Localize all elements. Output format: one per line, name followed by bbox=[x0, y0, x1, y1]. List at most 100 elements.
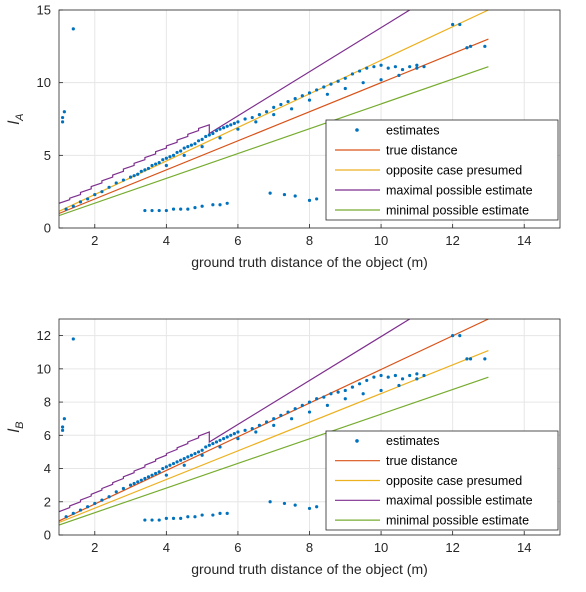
x-tick-label: 10 bbox=[374, 540, 388, 555]
legend-marker-estimates bbox=[355, 439, 359, 443]
data-point bbox=[211, 203, 215, 207]
data-point bbox=[400, 67, 405, 72]
data-point bbox=[286, 99, 290, 104]
data-point bbox=[272, 113, 276, 117]
data-point bbox=[257, 423, 261, 427]
data-point bbox=[468, 357, 473, 361]
data-point bbox=[143, 208, 147, 213]
data-point bbox=[171, 153, 176, 157]
data-point bbox=[483, 357, 487, 361]
data-point bbox=[379, 63, 383, 67]
data-point bbox=[146, 475, 151, 479]
data-point bbox=[62, 417, 66, 421]
data-point bbox=[196, 139, 201, 143]
data-point bbox=[386, 375, 390, 379]
data-point bbox=[322, 395, 326, 399]
data-point bbox=[400, 377, 405, 381]
data-point bbox=[325, 403, 329, 407]
legend-label: estimates bbox=[386, 123, 440, 137]
x-tick-label: 6 bbox=[234, 233, 241, 248]
data-point bbox=[225, 124, 229, 128]
data-point bbox=[286, 410, 290, 414]
series-line-minimal-possible-estimate bbox=[59, 66, 489, 217]
data-point bbox=[150, 208, 154, 213]
plot-area bbox=[59, 319, 489, 526]
x-axis-label: ground truth distance of the object (m) bbox=[191, 254, 428, 270]
data-point bbox=[315, 88, 319, 92]
data-point bbox=[468, 44, 473, 48]
data-point bbox=[343, 388, 347, 393]
x-tick-label: 10 bbox=[374, 233, 388, 248]
legend-label: maximal possible estimate bbox=[386, 494, 533, 508]
data-point bbox=[218, 127, 222, 131]
data-point bbox=[218, 203, 222, 207]
data-point bbox=[171, 461, 176, 466]
data-point bbox=[386, 66, 390, 70]
data-point bbox=[361, 81, 365, 85]
data-point bbox=[164, 516, 168, 520]
data-point bbox=[307, 198, 312, 202]
data-point bbox=[293, 407, 297, 411]
legend-label: minimal possible estimate bbox=[386, 513, 529, 527]
data-point bbox=[62, 110, 66, 114]
data-point bbox=[93, 192, 97, 197]
data-point bbox=[168, 155, 172, 159]
data-point bbox=[107, 495, 111, 499]
x-tick-label: 6 bbox=[234, 540, 241, 555]
data-point bbox=[379, 373, 383, 378]
legend-label: true distance bbox=[386, 454, 458, 468]
data-point bbox=[175, 460, 179, 464]
data-point bbox=[343, 397, 347, 401]
data-point bbox=[179, 458, 183, 462]
data-point bbox=[86, 197, 90, 201]
data-point bbox=[132, 174, 136, 178]
data-point bbox=[218, 136, 222, 140]
data-point bbox=[365, 66, 369, 70]
data-point bbox=[254, 120, 258, 124]
data-point bbox=[132, 481, 136, 486]
data-point bbox=[164, 208, 168, 213]
data-point bbox=[300, 403, 304, 407]
data-point bbox=[71, 27, 75, 31]
data-point bbox=[315, 197, 319, 201]
data-point bbox=[171, 207, 176, 211]
data-point bbox=[236, 127, 240, 131]
data-point bbox=[204, 134, 208, 139]
y-tick-label: 12 bbox=[37, 328, 51, 343]
y-tick-label: 2 bbox=[44, 494, 51, 509]
data-point bbox=[182, 153, 186, 157]
x-tick-label: 4 bbox=[163, 233, 170, 248]
x-tick-label: 12 bbox=[445, 540, 459, 555]
data-point bbox=[218, 445, 222, 449]
data-point bbox=[225, 201, 229, 205]
data-point bbox=[200, 513, 204, 517]
legend-marker-estimates bbox=[355, 128, 359, 132]
data-point bbox=[293, 97, 297, 101]
x-tick-label: 2 bbox=[91, 540, 98, 555]
data-point bbox=[71, 204, 75, 208]
data-point bbox=[164, 465, 168, 469]
data-point bbox=[250, 427, 254, 431]
data-point bbox=[250, 115, 254, 120]
data-point bbox=[272, 423, 276, 427]
data-point bbox=[408, 373, 412, 378]
data-point bbox=[229, 123, 233, 127]
data-point bbox=[182, 463, 186, 467]
data-point bbox=[114, 181, 118, 185]
data-point bbox=[78, 200, 83, 204]
chart-1: 2 4 6 8 10 12 14 0 5 10 15 ground truth distance of… bbox=[6, 3, 561, 270]
data-point bbox=[268, 500, 272, 504]
y-axis-label: lB bbox=[6, 422, 26, 433]
data-point bbox=[193, 451, 197, 456]
data-point bbox=[282, 192, 287, 197]
y-axis-label-main: l bbox=[6, 120, 23, 124]
data-point bbox=[236, 437, 240, 441]
legend: estimates true distance opposite case pres… bbox=[325, 119, 559, 221]
data-point bbox=[214, 129, 219, 133]
data-point bbox=[179, 207, 183, 211]
data-point bbox=[128, 175, 133, 179]
data-point bbox=[161, 158, 165, 162]
x-tick-label: 2 bbox=[91, 233, 98, 248]
data-point bbox=[200, 137, 204, 141]
